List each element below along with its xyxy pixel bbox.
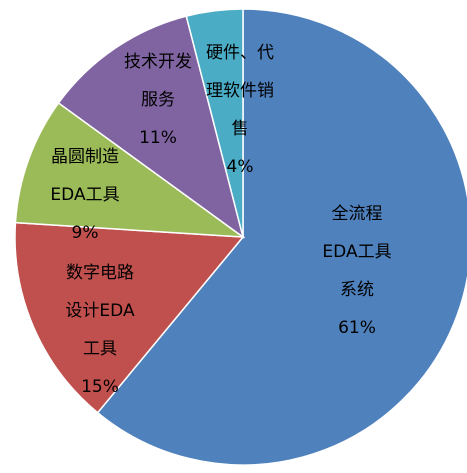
value-label: 4% bbox=[227, 157, 254, 177]
value-label: 61% bbox=[338, 318, 376, 338]
value-label: 9% bbox=[72, 223, 99, 243]
slice-label: 晶圆制造 bbox=[51, 147, 119, 167]
slice-label: 系统 bbox=[340, 280, 374, 300]
pie-slice bbox=[185, 8, 244, 238]
slice-label: 技术开发 bbox=[124, 52, 192, 72]
slice-label: EDA工具 bbox=[322, 242, 391, 262]
pie-slice bbox=[14, 221, 245, 414]
slice-label: 设计EDA bbox=[65, 301, 135, 321]
slice-label: 数字电路 bbox=[66, 263, 134, 283]
slice-label: 售 bbox=[232, 119, 249, 139]
slice-label: 全流程 bbox=[332, 204, 383, 224]
pie-slice bbox=[14, 101, 246, 238]
slice-label: 理软件销 bbox=[206, 81, 274, 101]
slice-label: EDA工具 bbox=[50, 185, 119, 205]
value-label: 15% bbox=[81, 377, 119, 397]
pie-slice bbox=[57, 15, 245, 239]
slice-label: 工具 bbox=[83, 339, 117, 359]
slice-label: 服务 bbox=[141, 90, 175, 110]
slice-label: 硬件、代 bbox=[206, 43, 274, 63]
value-label: 11% bbox=[139, 128, 177, 148]
pie-slice bbox=[96, 8, 467, 466]
